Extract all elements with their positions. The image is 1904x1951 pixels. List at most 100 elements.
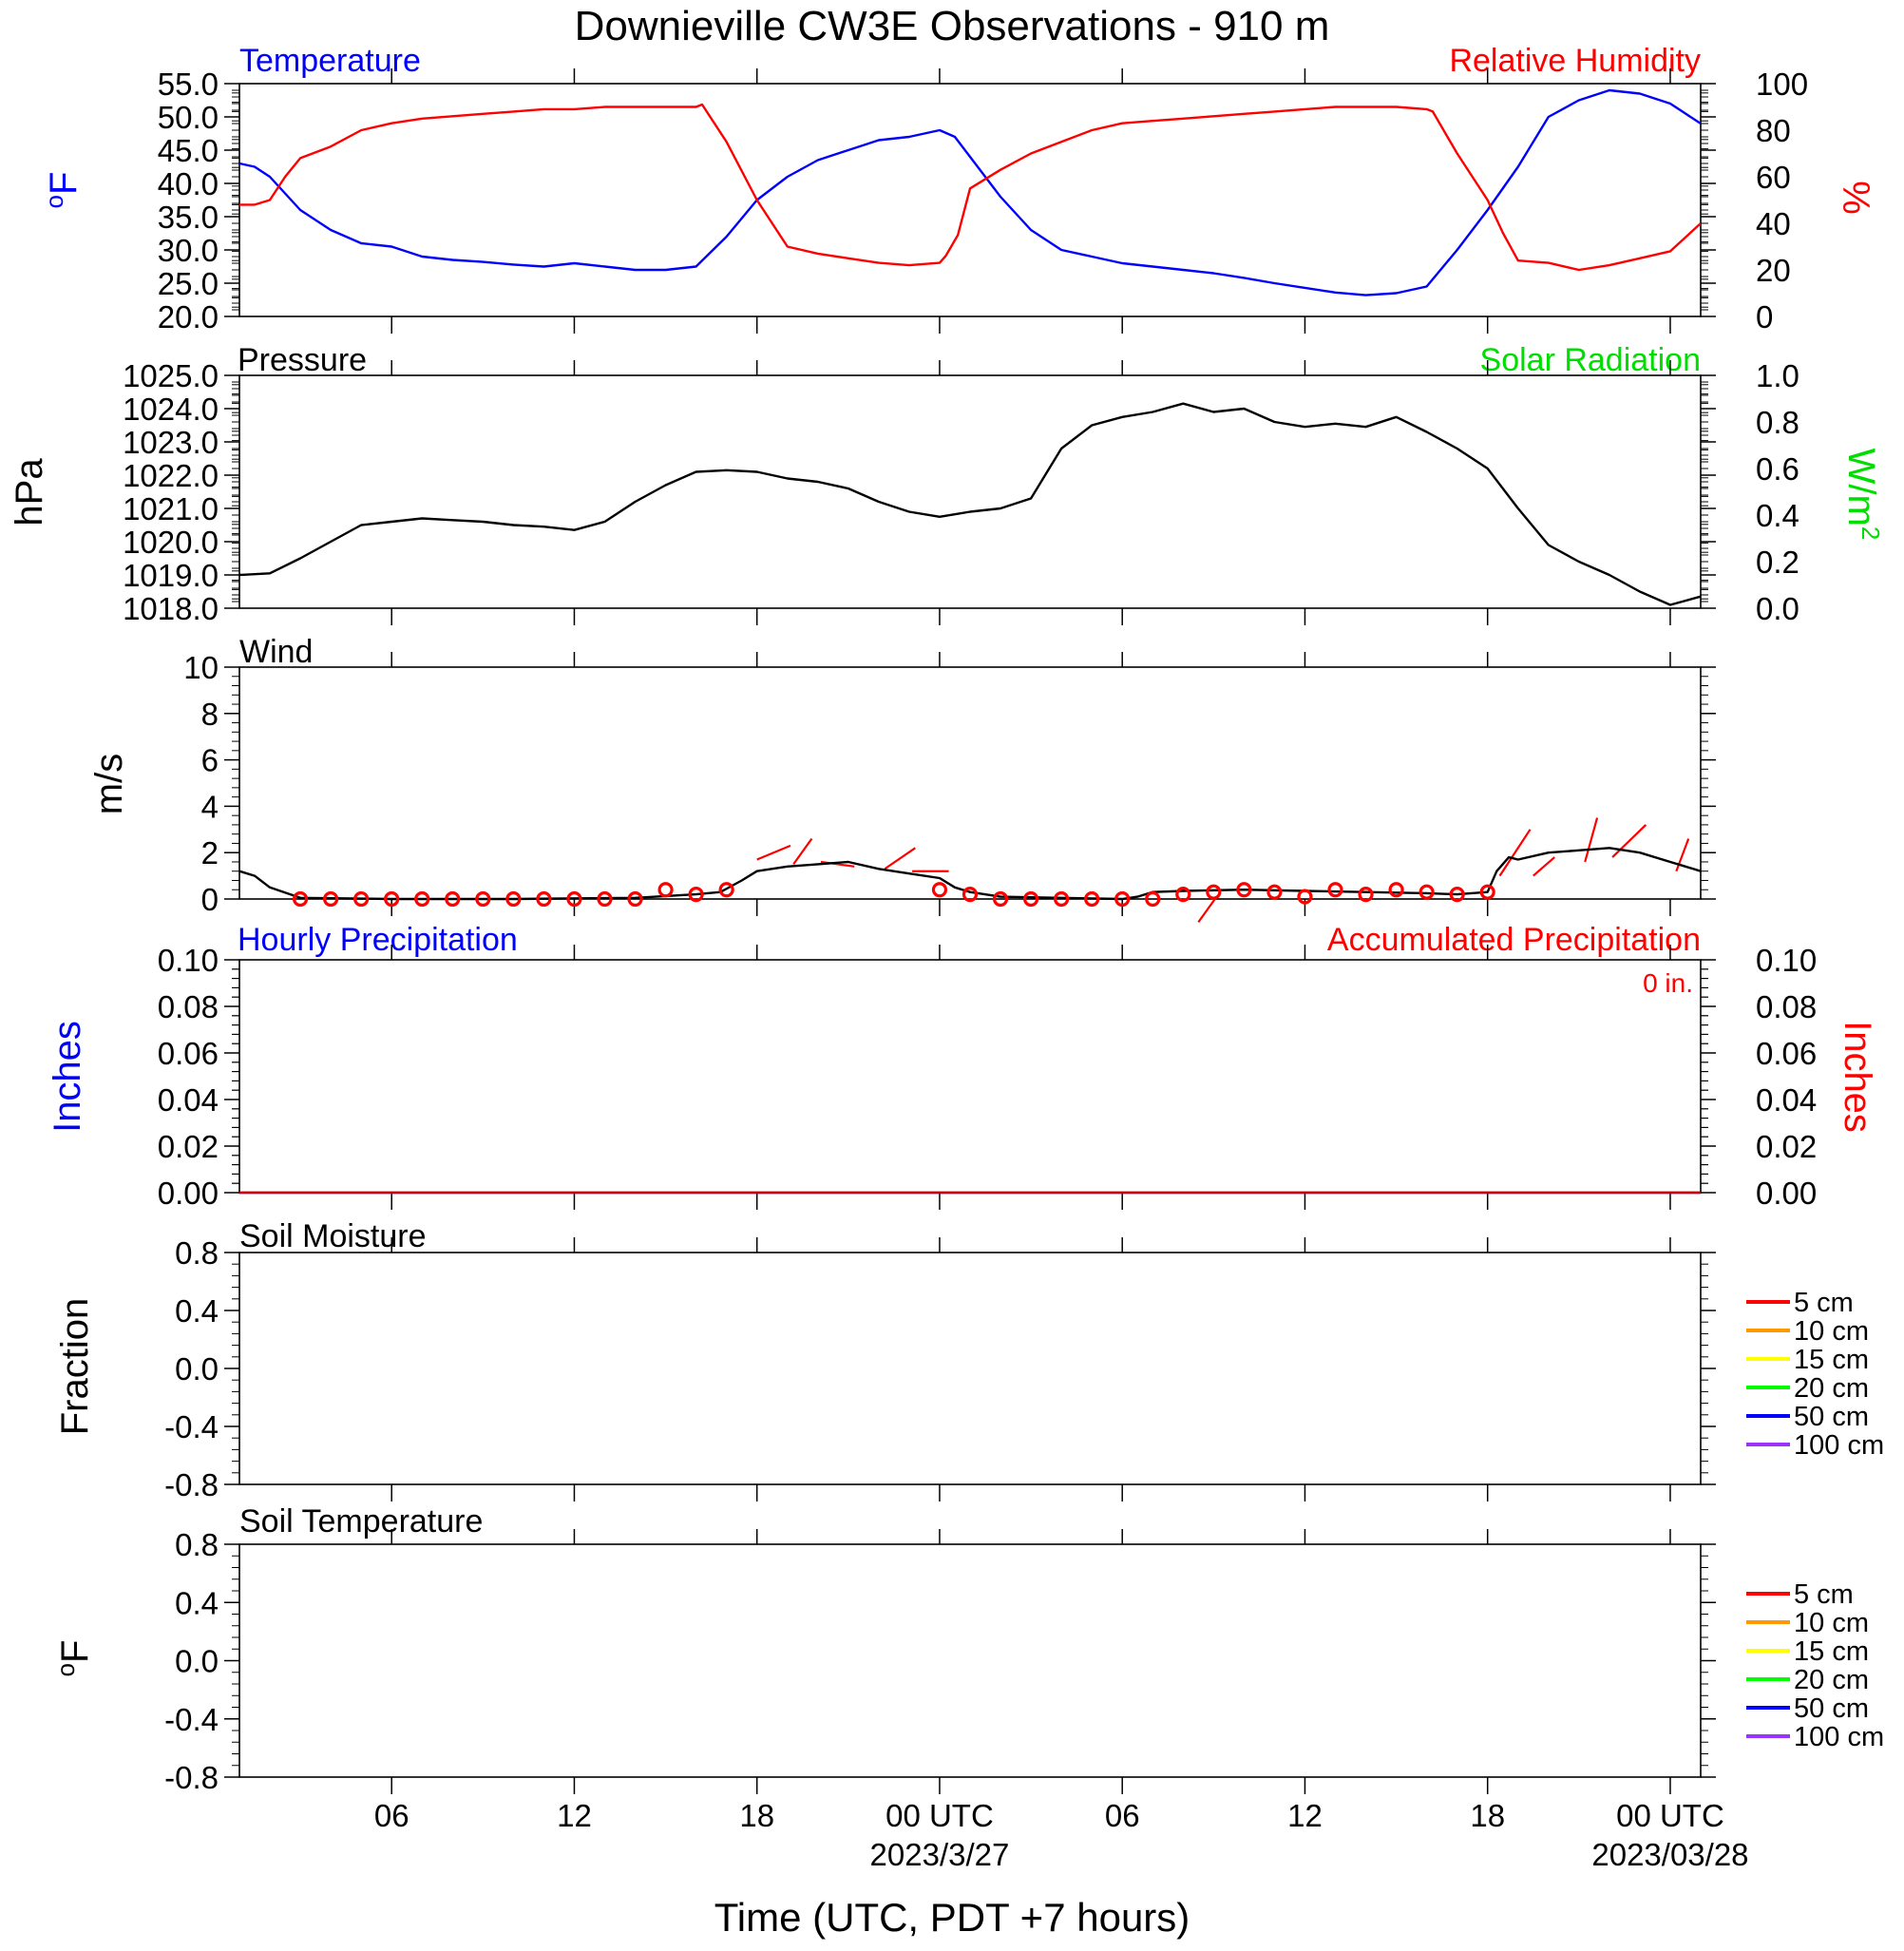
wind-hourly-marker bbox=[536, 890, 552, 908]
y2-axis-tick-label: 0.02 bbox=[1756, 1129, 1817, 1164]
y-axis-tick-label: 0 bbox=[201, 882, 219, 917]
y-axis-tick-label: 50.0 bbox=[158, 100, 219, 135]
relative-humidity-line bbox=[239, 103, 1702, 272]
y-axis-tick-label: 1025.0 bbox=[123, 358, 219, 393]
y-axis-tick-label: 25.0 bbox=[158, 266, 219, 301]
soil-temperature-title: Soil Temperature bbox=[239, 1503, 483, 1540]
solar-radiation-title: Solar Radiation bbox=[1480, 342, 1701, 378]
plot-frame bbox=[238, 374, 1702, 609]
accum-precip-value: 0 in. bbox=[1643, 968, 1693, 998]
wind-barb bbox=[1584, 817, 1599, 863]
y2-axis-tick-label: 40 bbox=[1756, 206, 1791, 241]
wind-hourly-marker bbox=[566, 890, 582, 908]
x-tick-label: 06 bbox=[1105, 1798, 1140, 1833]
y-axis-tick-label: 45.0 bbox=[158, 133, 219, 168]
y-axis-tick-label: 0.00 bbox=[158, 1176, 219, 1211]
wind-hourly-marker bbox=[384, 890, 400, 908]
y-axis-tick-label: 0.06 bbox=[158, 1036, 219, 1071]
y-axis-tick-label: 30.0 bbox=[158, 233, 219, 268]
legend-label: 10 cm bbox=[1794, 1316, 1869, 1347]
solar-axis-label: W/m2 bbox=[1840, 449, 1885, 541]
wind-hourly-marker bbox=[718, 882, 734, 898]
y-axis-tick-label: 0.04 bbox=[158, 1082, 219, 1118]
panel-soil-temperature: Soil Temperature oF 0.8 0.4 0.0 -0.4 -0.8 5 c… bbox=[51, 1503, 1884, 1795]
y-axis-tick-label: 35.0 bbox=[158, 200, 219, 235]
y2-axis-tick-label: 0.06 bbox=[1756, 1036, 1817, 1071]
legend-label: 100 cm bbox=[1794, 1430, 1884, 1461]
legend-label: 50 cm bbox=[1794, 1402, 1869, 1432]
y-axis-tick-label: 6 bbox=[201, 743, 219, 778]
y-axis-tick-label: -0.4 bbox=[164, 1409, 219, 1444]
wind-hourly-marker bbox=[323, 890, 339, 908]
wind-hourly-marker bbox=[688, 887, 704, 903]
wind-hourly-marker bbox=[1327, 882, 1343, 898]
wind-hourly-marker bbox=[1206, 884, 1222, 900]
wind-hourly-marker bbox=[505, 890, 522, 908]
wind-hourly-marker bbox=[962, 887, 979, 903]
plot-frame bbox=[238, 666, 1702, 900]
plot-frame bbox=[238, 83, 1702, 317]
y2-axis-tick-label: 80 bbox=[1756, 113, 1791, 148]
x-axis-label: Time (UTC, PDT +7 hours) bbox=[714, 1895, 1190, 1940]
x-tick-label: 18 bbox=[1470, 1798, 1505, 1833]
panel-pressure: Pressure Solar Radiation hPa W/m2 1025.0… bbox=[9, 342, 1885, 626]
wind-hourly-marker bbox=[597, 890, 613, 908]
wind-barb bbox=[884, 847, 916, 870]
wind-hourly-marker bbox=[1297, 889, 1313, 905]
y-axis-tick-label: -0.8 bbox=[164, 1760, 219, 1795]
y-axis-tick-label: 0.02 bbox=[158, 1129, 219, 1164]
wind-line bbox=[238, 847, 1702, 901]
legend-label: 15 cm bbox=[1794, 1345, 1869, 1375]
soil-moisture-title: Soil Moisture bbox=[239, 1218, 427, 1254]
y-axis-tick-label: 40.0 bbox=[158, 166, 219, 201]
panel-wind: Wind m/s 10 8 6 4 2 0 bbox=[88, 634, 1716, 924]
plot-frame bbox=[238, 959, 1702, 1194]
y-axis-tick-label: -0.4 bbox=[164, 1702, 219, 1737]
y-axis-tick-label: 20.0 bbox=[158, 299, 219, 335]
wind-hourly-marker bbox=[627, 890, 643, 908]
wind-barb bbox=[1533, 856, 1555, 877]
legend-label: 100 cm bbox=[1794, 1722, 1884, 1752]
y2-axis-tick-label: 1.0 bbox=[1756, 358, 1799, 393]
y-axis-tick-label: 1018.0 bbox=[123, 591, 219, 626]
pressure-line bbox=[238, 402, 1702, 606]
y-axis-tick-label: 0.0 bbox=[175, 1351, 219, 1387]
accum-precip-title: Accumulated Precipitation bbox=[1327, 922, 1701, 958]
pressure-title: Pressure bbox=[238, 342, 367, 378]
y-axis-tick-label: 2 bbox=[201, 835, 219, 870]
soil-temperature-axis-label: oF bbox=[51, 1640, 96, 1677]
wind-axis-label: m/s bbox=[88, 754, 130, 814]
wind-hourly-marker bbox=[445, 890, 461, 908]
y-axis-tick-label: 0.4 bbox=[175, 1585, 219, 1620]
wind-barb bbox=[1611, 824, 1647, 858]
y-axis-tick-label: 10 bbox=[183, 650, 219, 685]
y-axis-tick-label: -0.8 bbox=[164, 1467, 219, 1502]
wind-barb bbox=[1498, 829, 1532, 877]
wind-barb bbox=[756, 844, 791, 861]
legend-label: 5 cm bbox=[1794, 1579, 1854, 1610]
y2-axis-tick-label: 0.2 bbox=[1756, 545, 1799, 580]
wind-hourly-marker bbox=[657, 882, 674, 898]
wind-hourly-marker bbox=[1358, 887, 1374, 903]
x-date-label: 2023/03/28 bbox=[1591, 1837, 1748, 1872]
hourly-precip-title: Hourly Precipitation bbox=[238, 922, 518, 958]
x-tick-label: 06 bbox=[374, 1798, 409, 1833]
y-axis-tick-label: 4 bbox=[201, 789, 219, 824]
y-axis-tick-label: 1022.0 bbox=[123, 458, 219, 493]
y-axis-tick-label: 1023.0 bbox=[123, 425, 219, 460]
humidity-axis-label: % bbox=[1835, 181, 1876, 215]
wind-hourly-marker bbox=[1449, 887, 1465, 903]
wind-hourly-marker bbox=[1175, 887, 1191, 903]
y-axis-tick-label: 1024.0 bbox=[123, 392, 219, 427]
wind-hourly-marker bbox=[1054, 890, 1070, 908]
wind-hourly-marker bbox=[1145, 890, 1161, 908]
x-tick-label: 00 UTC bbox=[885, 1798, 994, 1833]
y2-axis-tick-label: 60 bbox=[1756, 160, 1791, 195]
wind-hourly-marker bbox=[1266, 884, 1283, 900]
y-axis-tick-label: 1020.0 bbox=[123, 525, 219, 560]
wind-hourly-marker bbox=[1388, 882, 1404, 898]
y-axis-tick-label: 0.4 bbox=[175, 1293, 219, 1329]
wind-barb bbox=[1197, 895, 1218, 924]
temperature-axis-label: oF bbox=[40, 172, 85, 209]
